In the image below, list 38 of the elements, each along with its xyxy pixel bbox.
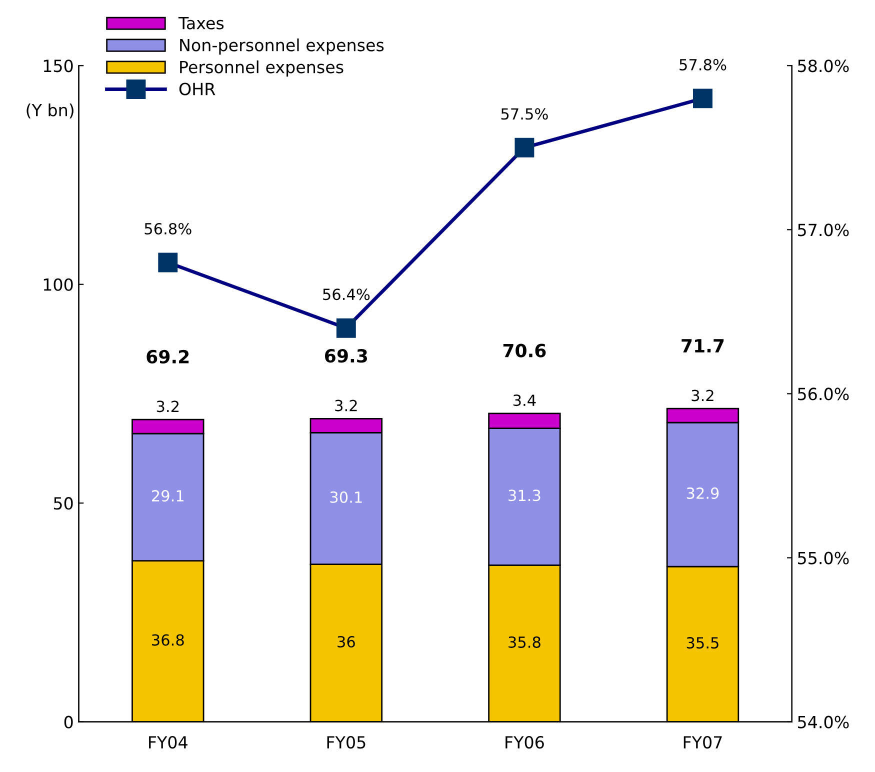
- y-tick-label: 150: [44, 60, 73, 72]
- legend-label: Personnel expenses: [180, 60, 344, 77]
- y-tick-label: 100: [44, 278, 73, 291]
- legend-label: OHR: [179, 82, 216, 96]
- x-tick-label: FY05: [327, 736, 366, 749]
- y2-tick-label: 56.0%: [798, 388, 849, 400]
- data-label: 3.2: [692, 390, 714, 402]
- data-label: 3.2: [156, 400, 179, 412]
- x-tick-label: FY04: [149, 736, 188, 749]
- data-label: 36.8: [152, 634, 184, 646]
- data-label: 35.5: [686, 637, 718, 649]
- data-label: 56.4%: [323, 288, 370, 300]
- total-label: 71.7: [682, 339, 724, 352]
- x-tick-label: FY06: [506, 736, 544, 749]
- x-tick-label: FY07: [684, 736, 722, 749]
- data-label: 36: [338, 636, 355, 648]
- data-label: 57.5%: [501, 108, 548, 120]
- data-label: 31.3: [508, 490, 540, 502]
- y2-tick-label: 54.0%: [798, 716, 849, 728]
- total-label: 70.6: [503, 344, 546, 358]
- data-label: 30.1: [330, 491, 362, 503]
- y2-tick-label: 55.0%: [798, 552, 849, 564]
- y-tick-label: 0: [64, 716, 73, 728]
- total-label: 69.2: [146, 350, 189, 364]
- legend-label: Taxes: [178, 17, 224, 30]
- total-label: 69.3: [325, 349, 368, 363]
- y-tick-label: 50: [54, 497, 73, 510]
- data-label: 57.8%: [680, 58, 726, 70]
- data-label: 3.4: [513, 394, 536, 406]
- data-label: 3.2: [335, 400, 357, 412]
- data-label: 29.1: [152, 490, 184, 502]
- y2-tick-label: 57.0%: [798, 224, 849, 236]
- data-label: 32.9: [686, 487, 719, 499]
- y2-tick-label: 58.0%: [798, 60, 849, 72]
- legend-label: Non-personnel expenses: [180, 38, 384, 55]
- data-label: 35.8: [508, 636, 540, 648]
- y-axis-title: (Y bn): [26, 103, 74, 118]
- data-label: 56.8%: [144, 222, 192, 235]
